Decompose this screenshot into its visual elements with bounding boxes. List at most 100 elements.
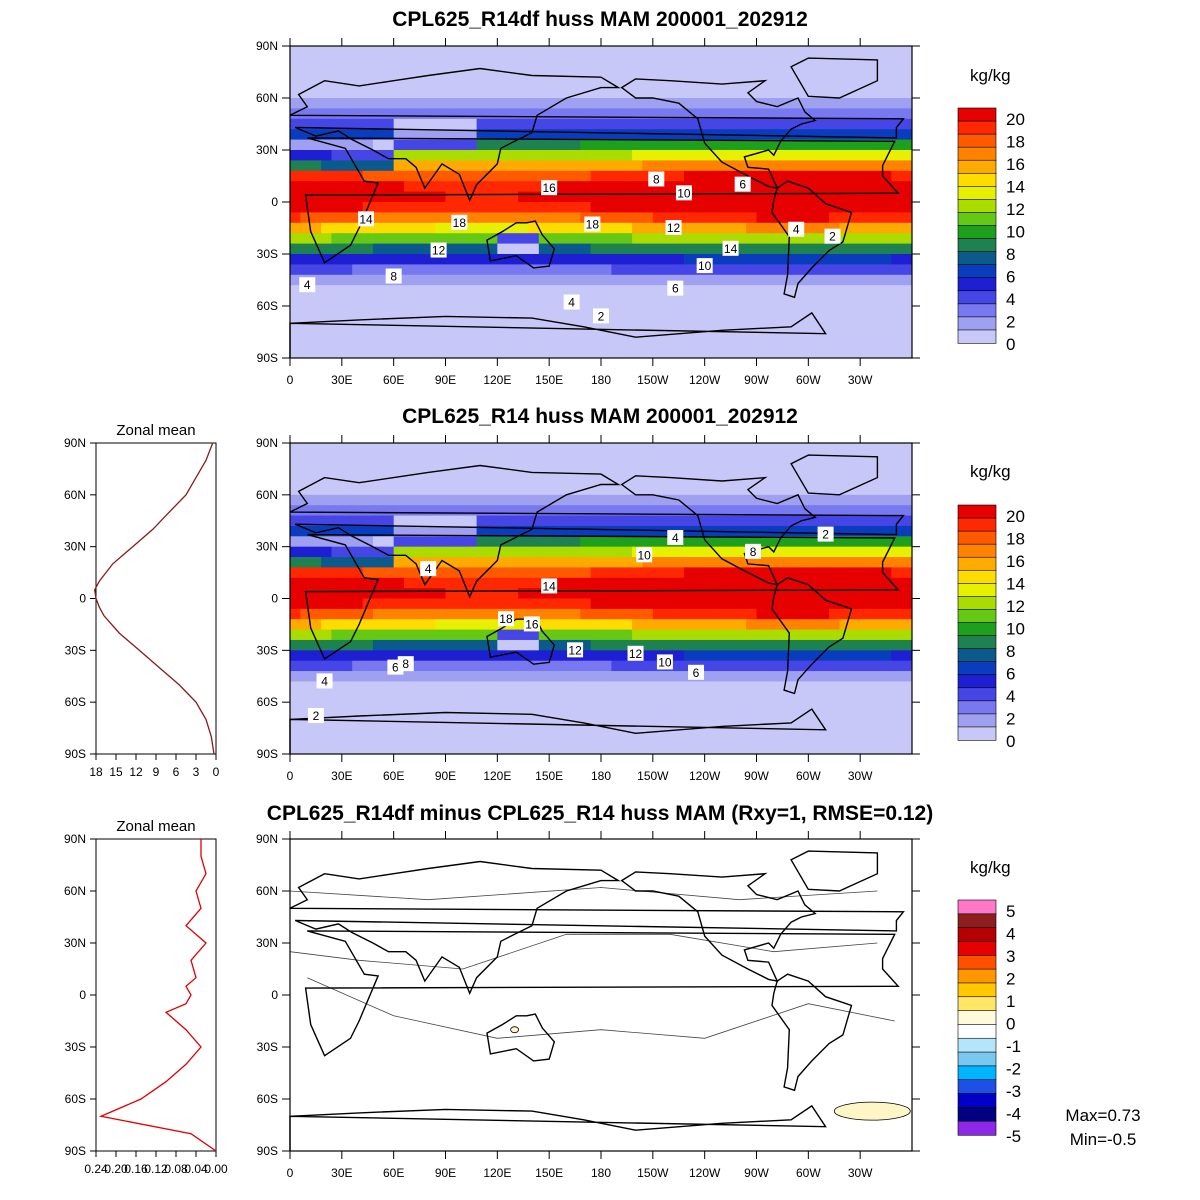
field-cell bbox=[611, 546, 623, 558]
field-cell bbox=[445, 285, 457, 296]
zonal-lat-tick-label: 30N bbox=[64, 936, 86, 950]
field-cell bbox=[362, 629, 374, 641]
field-cell bbox=[321, 160, 332, 172]
field-cell bbox=[290, 233, 301, 244]
field-cell bbox=[518, 712, 529, 724]
coastline bbox=[289, 860, 905, 996]
field-cell bbox=[621, 629, 633, 641]
field-cell bbox=[891, 191, 903, 203]
field-cell bbox=[549, 546, 560, 558]
field-cell bbox=[321, 546, 332, 558]
field-cell bbox=[580, 484, 592, 496]
field-cell bbox=[673, 347, 685, 359]
field-cell bbox=[601, 77, 612, 88]
field-cell bbox=[414, 608, 426, 620]
field-cell bbox=[321, 660, 332, 672]
field-cell bbox=[611, 295, 623, 307]
field-cell bbox=[621, 453, 633, 465]
field-cell bbox=[766, 243, 778, 255]
field-cell bbox=[663, 722, 674, 734]
field-cell bbox=[652, 619, 664, 630]
field-cell bbox=[466, 671, 477, 682]
field-cell bbox=[746, 515, 757, 527]
field-cell bbox=[621, 681, 633, 693]
field-cell bbox=[528, 337, 540, 348]
field-cell bbox=[860, 46, 871, 57]
field-cell bbox=[611, 337, 623, 348]
field-cell bbox=[849, 98, 861, 109]
field-cell bbox=[414, 484, 426, 496]
field-cell bbox=[569, 56, 581, 68]
field-cell bbox=[393, 525, 405, 537]
field-cell bbox=[404, 443, 415, 454]
field-cell bbox=[538, 598, 550, 610]
field-cell bbox=[559, 536, 571, 548]
field-cell bbox=[352, 463, 363, 475]
field-cell bbox=[818, 212, 830, 224]
field-cell bbox=[518, 733, 529, 745]
field-cell bbox=[455, 243, 467, 255]
field-cell bbox=[611, 139, 623, 151]
field-cell bbox=[300, 170, 312, 182]
colorbar-swatch bbox=[957, 1107, 997, 1122]
field-cell bbox=[704, 337, 716, 348]
field-cell bbox=[901, 306, 913, 317]
field-cell bbox=[341, 264, 353, 276]
field-cell bbox=[891, 474, 903, 485]
field-cell bbox=[476, 463, 488, 475]
field-cell bbox=[559, 233, 571, 244]
field-cell bbox=[290, 212, 301, 224]
field-cell bbox=[393, 306, 405, 317]
field-cell bbox=[569, 222, 581, 234]
field-cell bbox=[787, 170, 799, 182]
field-cell bbox=[549, 212, 560, 224]
field-cell bbox=[891, 202, 903, 213]
field-cell bbox=[362, 608, 374, 620]
field-cell bbox=[538, 619, 550, 630]
field-cell bbox=[683, 118, 695, 130]
field-cell bbox=[808, 743, 820, 755]
field-cell bbox=[341, 536, 353, 548]
field-cell bbox=[611, 326, 623, 338]
field-cell bbox=[424, 66, 436, 78]
field-cell bbox=[404, 316, 415, 328]
contour-label: 14 bbox=[541, 578, 558, 594]
field-cell bbox=[601, 285, 612, 296]
field-cell bbox=[839, 639, 851, 651]
field-cell bbox=[310, 87, 322, 99]
field-cell bbox=[497, 681, 509, 693]
field-cell bbox=[829, 326, 840, 338]
field-cell bbox=[642, 191, 654, 203]
field-cell bbox=[383, 108, 395, 120]
field-cell bbox=[538, 87, 550, 99]
field-cell bbox=[694, 222, 706, 234]
field-cell bbox=[673, 212, 685, 224]
field-cell bbox=[891, 264, 903, 276]
field-cell bbox=[611, 629, 623, 641]
contour-label-text: 12 bbox=[432, 244, 446, 258]
field-cell bbox=[310, 150, 322, 161]
contour-label-box bbox=[656, 654, 673, 670]
field-cell bbox=[880, 557, 892, 568]
contour-label-box bbox=[430, 242, 447, 258]
field-cell bbox=[725, 285, 737, 296]
field-cell bbox=[383, 474, 395, 485]
field-cell bbox=[352, 337, 363, 348]
field-cell bbox=[735, 306, 747, 317]
field-cell bbox=[362, 181, 374, 192]
field-cell bbox=[663, 712, 674, 724]
field-cell bbox=[860, 56, 871, 68]
field-cell bbox=[891, 98, 903, 109]
field-cell bbox=[580, 629, 592, 641]
field-cell bbox=[808, 494, 820, 506]
lat-tick-label: 0 bbox=[271, 988, 278, 1002]
field-cell bbox=[331, 98, 343, 109]
field-cell bbox=[404, 743, 415, 755]
field-cell bbox=[414, 66, 426, 78]
field-cell bbox=[393, 56, 405, 68]
field-cell bbox=[766, 98, 778, 109]
field-cell bbox=[538, 77, 550, 88]
field-cell bbox=[414, 733, 426, 745]
field-cell bbox=[372, 139, 384, 151]
field-cell bbox=[476, 233, 488, 244]
